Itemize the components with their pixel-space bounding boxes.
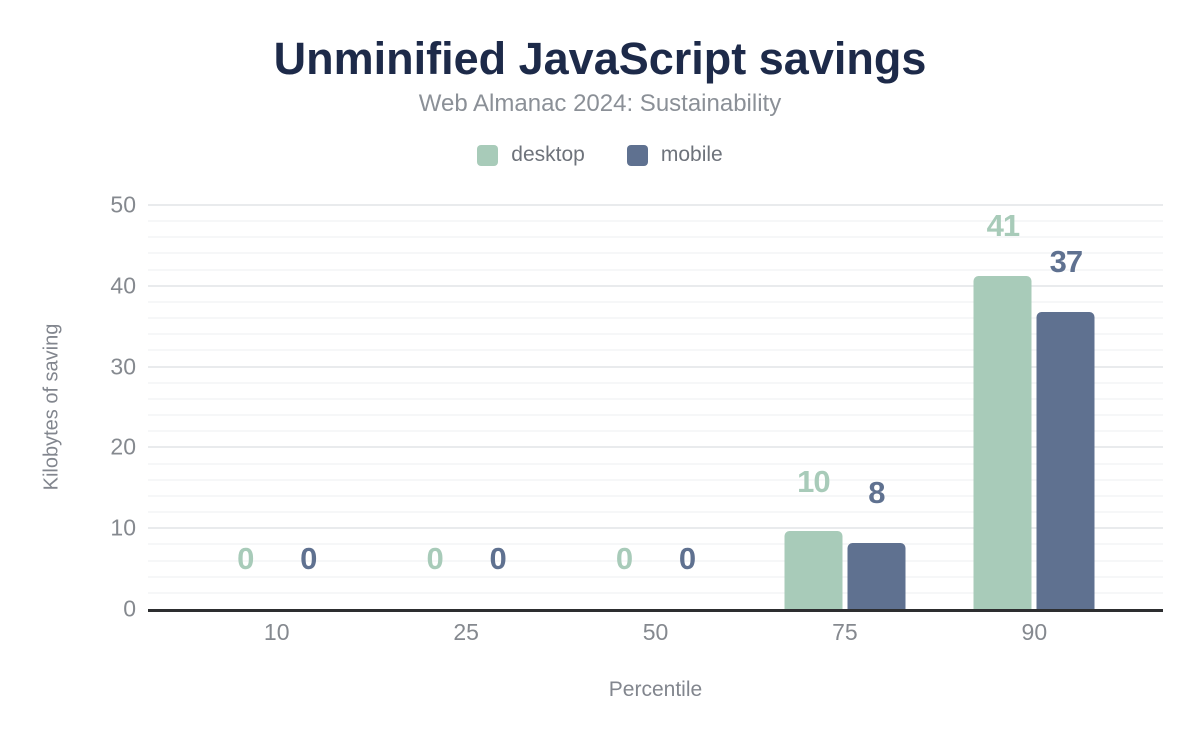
y-tick-label-10: 10 xyxy=(110,514,136,541)
gridline-y-28 xyxy=(148,381,1163,384)
gridline-y-14 xyxy=(148,494,1163,497)
gridline-y-50 xyxy=(148,204,1163,206)
y-tick-label-30: 30 xyxy=(110,353,136,380)
legend: desktop mobile xyxy=(0,143,1200,167)
bar-mobile-p90[interactable] xyxy=(1036,311,1095,609)
bar-slot-mobile-p75: 8 xyxy=(847,477,906,609)
bands: 0 0 0 0 0 0 10 8 41 37 xyxy=(148,205,1163,609)
legend-item-mobile: mobile xyxy=(626,143,723,167)
gridline-y-8 xyxy=(148,543,1163,546)
bar-value-label-desktop-p25: 0 xyxy=(426,541,443,577)
bar-group-p90: 41 37 xyxy=(973,210,1095,609)
bar-value-label-mobile-p25: 0 xyxy=(489,541,506,577)
gridline-y-32 xyxy=(148,349,1163,352)
gridline-y-22 xyxy=(148,430,1163,433)
legend-item-desktop: desktop xyxy=(477,143,585,167)
gridline-y-42 xyxy=(148,268,1163,271)
gridline-y-4 xyxy=(148,575,1163,578)
bar-value-label-desktop-p75: 10 xyxy=(797,463,830,499)
gridline-y-24 xyxy=(148,414,1163,417)
x-tick-label-90: 90 xyxy=(1021,619,1048,645)
gridline-y-34 xyxy=(148,333,1163,336)
legend-label-desktop: desktop xyxy=(511,143,585,166)
bar-value-label-mobile-p50: 0 xyxy=(678,541,696,577)
gridline-y-46 xyxy=(148,236,1163,239)
gridline-y-40 xyxy=(148,284,1163,287)
bar-value-label-desktop-p50: 0 xyxy=(615,541,633,577)
y-tick-label-40: 40 xyxy=(110,272,136,299)
mobile-swatch-icon xyxy=(626,144,648,166)
x-tick-label-75: 75 xyxy=(832,619,858,645)
legend-label-mobile: mobile xyxy=(660,143,723,166)
gridline-y-6 xyxy=(148,559,1163,562)
bar-slot-desktop-p90: 41 xyxy=(973,210,1032,609)
bar-value-label-mobile-p90: 37 xyxy=(1049,243,1083,279)
y-axis-ticks: 0 10 20 30 40 50 xyxy=(0,193,136,620)
bar-value-label-mobile-p10: 0 xyxy=(300,541,317,577)
chart-title: Unminified JavaScript savings xyxy=(273,33,927,84)
gridline-y-16 xyxy=(148,478,1163,481)
y-tick-label-0: 0 xyxy=(123,595,136,622)
gridline-y-10 xyxy=(148,527,1163,530)
bar-value-label-desktop-p90: 41 xyxy=(986,208,1020,244)
gridline-y-26 xyxy=(148,397,1163,400)
gridline-y-36 xyxy=(148,317,1163,320)
desktop-swatch-icon xyxy=(477,144,499,166)
y-tick-label-20: 20 xyxy=(110,433,136,460)
bar-mobile-p75[interactable] xyxy=(847,542,906,609)
gridline-y-48 xyxy=(148,220,1163,223)
gridline-y-44 xyxy=(148,252,1163,255)
gridline-y-18 xyxy=(148,462,1163,465)
gridline-y-30 xyxy=(148,365,1163,368)
bar-value-label-mobile-p75: 8 xyxy=(868,474,885,510)
category-band-p90: 41 37 xyxy=(940,205,1129,609)
bar-slot-mobile-p90: 37 xyxy=(1036,246,1095,609)
chart-subtitle: Web Almanac 2024: Sustainability xyxy=(418,90,782,117)
category-band-p75: 10 8 xyxy=(750,205,939,609)
x-tick-label-50: 50 xyxy=(642,619,669,645)
bar-group-p75: 10 8 xyxy=(784,466,906,609)
bar-desktop-p75[interactable] xyxy=(784,531,843,609)
gridline-y-2 xyxy=(148,591,1163,594)
bar-value-label-desktop-p10: 0 xyxy=(237,541,254,577)
y-tick-label-50: 50 xyxy=(110,191,136,218)
x-tick-label-25: 25 xyxy=(453,619,479,645)
x-tick-label-10: 10 xyxy=(263,619,290,645)
x-axis-title: Percentile xyxy=(608,678,703,701)
gridline-y-20 xyxy=(148,446,1163,449)
bar-slot-desktop-p75: 10 xyxy=(784,466,843,609)
gridline-y-38 xyxy=(148,300,1163,303)
plot-area: 0 0 0 0 0 0 10 8 41 37 xyxy=(148,204,1163,612)
bar-desktop-p90[interactable] xyxy=(973,276,1032,609)
gridline-y-12 xyxy=(148,511,1163,514)
x-axis-ticks: 10 25 50 75 90 xyxy=(148,619,1163,646)
